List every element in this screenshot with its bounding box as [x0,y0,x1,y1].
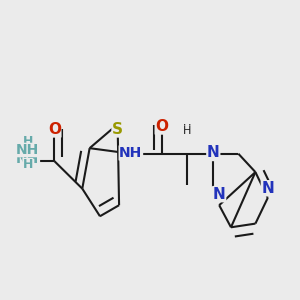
Text: S: S [112,122,123,137]
Text: H: H [22,158,33,171]
Text: H: H [22,135,33,148]
Text: NH: NH [16,152,39,166]
Text: NH: NH [119,146,142,160]
Text: N: N [207,146,220,160]
Text: O: O [48,122,61,137]
Text: NH: NH [16,143,39,157]
Text: H: H [183,126,191,136]
Text: O: O [155,119,168,134]
Text: N: N [213,187,226,202]
Text: H: H [183,124,191,134]
Text: N: N [261,181,274,196]
